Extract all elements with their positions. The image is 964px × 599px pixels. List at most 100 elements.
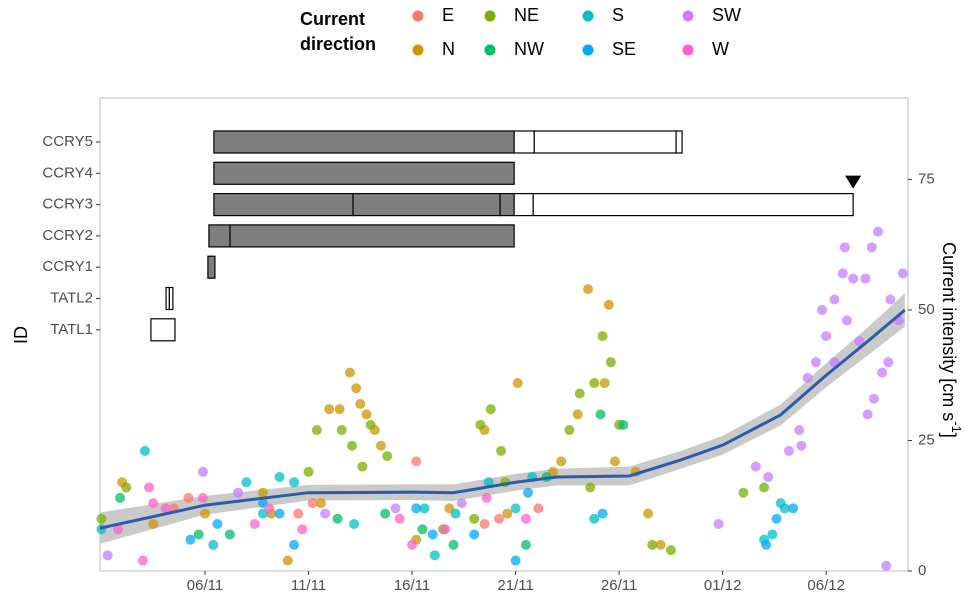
y-axis-title-sup: -1 [949, 421, 964, 433]
data-point [375, 440, 386, 451]
y-tick-label: 25 [918, 431, 935, 448]
id-axis-title: ID [11, 326, 31, 344]
data-point [862, 409, 873, 420]
data-point [303, 466, 314, 477]
data-point [810, 357, 821, 368]
data-point [183, 492, 194, 503]
data-point [783, 445, 794, 456]
data-point [599, 378, 610, 389]
y-axis-title-part: ] [939, 433, 959, 438]
data-point [821, 331, 832, 342]
x-tick-label: 01/12 [704, 577, 742, 594]
data-point [589, 513, 600, 524]
data-point [738, 487, 749, 498]
legend-swatch [682, 44, 694, 56]
data-point [344, 367, 355, 378]
data-point [394, 513, 405, 524]
data-point [520, 539, 531, 550]
data-point [257, 487, 268, 498]
data-point [885, 294, 896, 305]
track-segment [513, 193, 534, 217]
track-segment [207, 255, 216, 279]
legend-swatch [412, 44, 424, 56]
data-point [502, 508, 513, 519]
track-segment [168, 286, 174, 311]
y-tick-label: 50 [918, 301, 935, 318]
data-point [713, 519, 724, 530]
data-point [365, 419, 376, 430]
legend-swatch [484, 44, 496, 56]
data-point [564, 425, 575, 436]
legend-label: E [442, 5, 454, 25]
y-tick-label: 0 [918, 562, 926, 579]
data-point [320, 508, 331, 519]
smooth-line [99, 308, 906, 530]
data-point [197, 492, 208, 503]
data-point [332, 513, 343, 524]
data-point [796, 440, 807, 451]
data-point [419, 503, 430, 514]
data-point [390, 503, 401, 514]
y-axis-title: Current intensity [cm s-1] [939, 242, 963, 438]
x-tick-label: 11/11 [291, 577, 326, 594]
data-point [481, 492, 492, 503]
legend-swatch [484, 10, 496, 22]
data-point [897, 268, 908, 279]
data-point [212, 519, 223, 530]
data-point [336, 425, 347, 436]
id-label: CCRY1 [42, 258, 93, 275]
legend-title: direction [300, 34, 376, 54]
track-segment [513, 130, 535, 154]
data-point [208, 539, 219, 550]
data-point [324, 404, 335, 415]
track-segment [675, 130, 683, 154]
y-tick-label: 75 [918, 170, 935, 187]
legend-label: NE [514, 5, 539, 25]
data-point [224, 529, 235, 540]
data-point [456, 498, 467, 509]
data-point [609, 456, 620, 467]
data-point [113, 524, 124, 535]
data-point [572, 409, 583, 420]
data-point [479, 519, 490, 530]
data-point [241, 477, 252, 488]
y-axis-title-part: Current intensity [cm s [939, 242, 959, 421]
data-point [102, 550, 113, 561]
data-point [380, 508, 391, 519]
data-point [448, 539, 459, 550]
data-point [866, 242, 877, 253]
data-point [881, 560, 892, 571]
data-point [618, 419, 629, 430]
id-label: CCRY4 [42, 164, 93, 181]
id-label: TATL1 [50, 321, 93, 338]
data-point [779, 503, 790, 514]
data-point [585, 482, 596, 493]
data-point [139, 445, 150, 456]
data-point [496, 445, 507, 456]
data-point [148, 498, 159, 509]
data-point [750, 461, 761, 472]
data-point [510, 503, 521, 514]
legend-label: N [442, 39, 455, 59]
data-point [877, 367, 888, 378]
data-point [297, 524, 308, 535]
data-point [382, 451, 393, 462]
x-tick-label: 06/12 [807, 577, 845, 594]
data-point [841, 315, 852, 326]
x-tick-label: 06/11 [187, 577, 223, 594]
data-point [469, 529, 480, 540]
data-point [197, 466, 208, 477]
data-point [417, 524, 428, 535]
track-segment [213, 161, 515, 185]
data-point [839, 242, 850, 253]
data-point [605, 357, 616, 368]
legend-label: W [712, 39, 729, 59]
data-point [817, 304, 828, 315]
data-point [440, 524, 451, 535]
legend-label: SE [612, 39, 636, 59]
data-point [274, 508, 285, 519]
data-point [655, 539, 666, 550]
end-marker [845, 175, 862, 189]
data-point [193, 529, 204, 540]
track-segment [533, 130, 677, 154]
